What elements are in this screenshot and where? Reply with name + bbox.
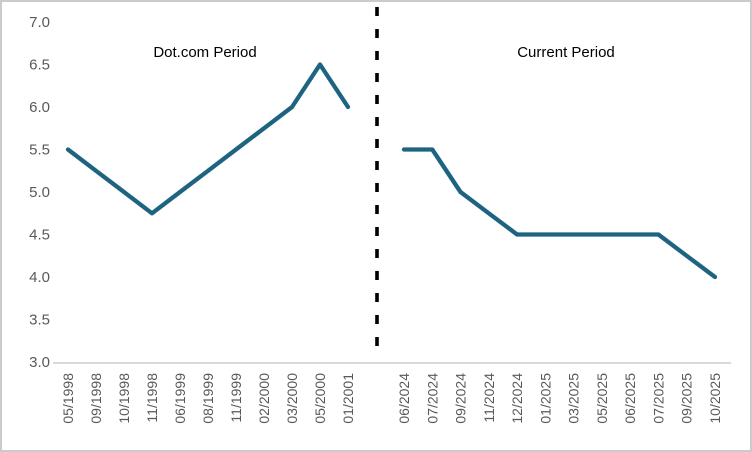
y-tick-label: 3.0 xyxy=(29,354,50,371)
x-tick-label: 05/2000 xyxy=(312,373,328,424)
x-tick-label: 09/1998 xyxy=(88,373,104,424)
x-tick-label: 06/2024 xyxy=(396,373,412,424)
x-tick-label: 10/1998 xyxy=(116,373,132,424)
y-tick-label: 5.0 xyxy=(29,184,50,201)
x-tick-label: 08/1999 xyxy=(200,373,216,424)
x-tick-label: 09/2025 xyxy=(679,373,695,424)
x-tick-label: 03/2000 xyxy=(284,373,300,424)
x-tick-label: 09/2024 xyxy=(453,373,469,424)
x-tick-label: 06/1999 xyxy=(172,373,188,424)
y-tick-label: 5.5 xyxy=(29,142,50,159)
x-tick-label: 11/1998 xyxy=(144,373,160,423)
x-tick-label: 01/2001 xyxy=(340,373,356,424)
y-tick-label: 7.0 xyxy=(29,14,50,31)
dotcom-series-line xyxy=(65,62,351,216)
x-tick-label: 06/2025 xyxy=(622,373,638,424)
x-tick-label: 05/2025 xyxy=(594,373,610,424)
x-tick-label: 10/2025 xyxy=(707,373,723,424)
y-tick-label: 3.5 xyxy=(29,312,50,329)
x-tick-label: 07/2025 xyxy=(650,373,666,424)
x-tick-label: 01/2025 xyxy=(537,373,553,424)
x-tick-label: 03/2025 xyxy=(566,373,582,424)
y-tick-label: 6.0 xyxy=(29,99,50,116)
x-tick-label: 02/2000 xyxy=(256,373,272,424)
x-tick-label: 11/1999 xyxy=(228,373,244,423)
y-tick-label: 6.5 xyxy=(29,57,50,74)
x-tick-label: 05/1998 xyxy=(60,373,76,424)
x-tick-label: 12/2024 xyxy=(509,373,525,424)
current-period-label: Current Period xyxy=(517,44,615,61)
x-tick-label: 07/2024 xyxy=(424,373,440,424)
x-tick-label: 11/2024 xyxy=(481,373,497,423)
current-series-line xyxy=(401,147,718,280)
dotcom-period-label: Dot.com Period xyxy=(153,44,257,61)
y-tick-label: 4.0 xyxy=(29,269,50,286)
y-tick-label: 4.5 xyxy=(29,227,50,244)
